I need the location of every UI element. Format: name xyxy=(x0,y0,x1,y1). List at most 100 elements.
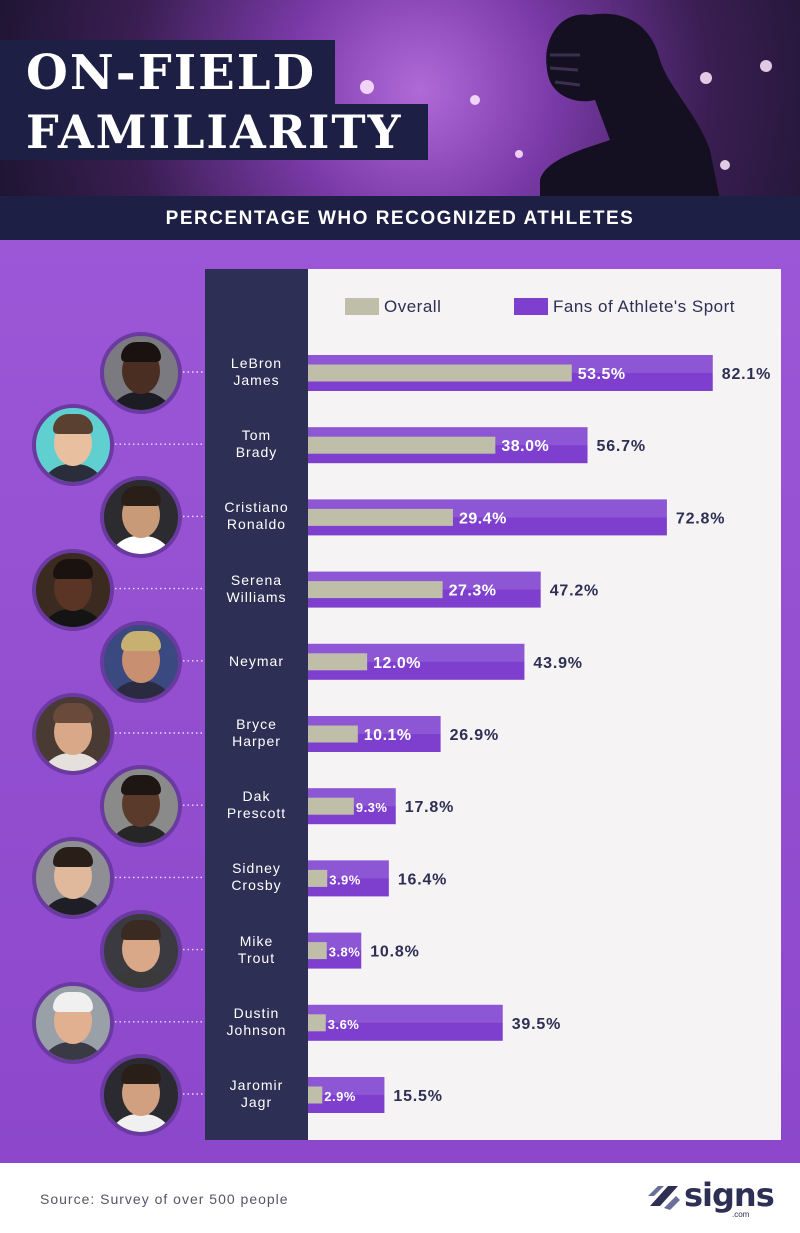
data-label-overall: 12.0% xyxy=(373,655,421,672)
legend-fans-swatch xyxy=(514,298,548,315)
athlete-name-label: Dak Prescott xyxy=(205,788,308,822)
bar-fans-highlight xyxy=(308,1004,503,1023)
athlete-name-last: Johnson xyxy=(226,1021,287,1038)
avatar-hair xyxy=(121,342,161,362)
stadium-light xyxy=(700,72,712,84)
data-label-fans: 39.5% xyxy=(512,1016,561,1033)
data-label-fans: 15.5% xyxy=(393,1088,442,1105)
legend-fans-label: Fans of Athlete's Sport xyxy=(553,297,736,316)
bar-overall xyxy=(308,653,368,671)
athlete-name-label: Bryce Harper xyxy=(205,716,308,750)
legend-overall-label: Overall xyxy=(384,297,442,316)
athlete-name-label: Cristiano Ronaldo xyxy=(205,499,308,533)
athlete-photo-tom-brady-icon xyxy=(32,404,114,487)
avatar-shirt xyxy=(40,1041,106,1060)
data-label-fans: 17.8% xyxy=(405,799,454,816)
bar-overall xyxy=(308,1086,323,1104)
athlete-name-last: Brady xyxy=(235,444,278,461)
athlete-name-first: Mike xyxy=(239,932,274,949)
data-label-fans: 72.8% xyxy=(676,510,725,527)
athlete-photo-cristiano-ronaldo-icon xyxy=(100,476,182,559)
data-label-overall: 9.3% xyxy=(356,800,388,815)
avatar-hair xyxy=(53,847,93,868)
data-label-fans: 43.9% xyxy=(533,655,582,672)
athlete-name-label: Tom Brady xyxy=(205,427,308,461)
athlete-photo-mike-trout-icon xyxy=(100,909,182,992)
data-label-fans: 82.1% xyxy=(722,366,771,383)
source-note: Source: Survey of over 500 people xyxy=(40,1191,289,1207)
athlete-photo-sidney-crosby-icon xyxy=(32,837,114,920)
bar-overall xyxy=(308,942,327,960)
data-label-overall: 53.5% xyxy=(578,366,626,383)
data-label-fans: 26.9% xyxy=(450,727,499,744)
avatar-shirt xyxy=(108,969,174,988)
stadium-light xyxy=(470,95,480,105)
athlete-name-first: Neymar xyxy=(228,652,284,669)
athlete-name-first: Jaromir xyxy=(229,1077,284,1093)
athlete-name-column xyxy=(205,269,308,1140)
avatar-hair xyxy=(53,991,93,1012)
athlete-photo-serena-williams-icon xyxy=(32,548,114,631)
bar-fans xyxy=(308,1004,503,1041)
page-title-line1: ON-FIELD xyxy=(0,40,335,104)
chart-subtitle: PERCENTAGE WHO RECOGNIZED ATHLETES xyxy=(0,196,800,240)
stadium-light xyxy=(515,150,523,158)
athlete-name-first: Dustin xyxy=(233,1004,280,1021)
bar-overall xyxy=(308,581,443,599)
bar-overall xyxy=(308,436,496,454)
athlete-name-first: Bryce xyxy=(236,716,277,732)
data-label-fans: 16.4% xyxy=(398,871,447,888)
athlete-name-label: LeBron James xyxy=(205,355,308,389)
avatar-hair xyxy=(53,558,93,579)
logo-wordmark: signs xyxy=(684,1176,775,1214)
data-label-fans: 10.8% xyxy=(370,944,419,961)
stadium-light xyxy=(360,80,374,94)
header-banner: ON-FIELD FAMILIARITY PERCENTAGE WHO RECO… xyxy=(0,0,800,240)
athlete-name-label: Mike Trout xyxy=(205,933,308,967)
data-label-overall: 3.6% xyxy=(328,1017,360,1032)
athlete-name-last: Jagr xyxy=(240,1094,273,1110)
athlete-photo-neymar-icon xyxy=(100,620,182,703)
athlete-name-first: Cristiano xyxy=(224,499,289,516)
avatar-shirt xyxy=(40,608,106,627)
avatar-shirt xyxy=(108,680,174,699)
data-label-overall: 38.0% xyxy=(501,438,549,455)
athlete-photo-jaromir-jagr-icon xyxy=(100,1054,182,1136)
page-title-line2: FAMILIARITY xyxy=(0,104,428,160)
avatar-shirt xyxy=(40,897,106,916)
logo-domain: .com xyxy=(732,1210,750,1219)
athlete-name-last: Ronaldo xyxy=(226,516,287,533)
signs-logo-mark-icon xyxy=(648,1186,680,1210)
athlete-name-label: Sidney Crosby xyxy=(205,860,308,894)
avatar-hair xyxy=(121,486,161,507)
athlete-name-first: LeBron xyxy=(230,355,283,371)
athlete-name-last: Crosby xyxy=(231,877,282,894)
athlete-name-last: James xyxy=(233,372,280,388)
athlete-name-first: Tom xyxy=(241,427,272,444)
bar-overall xyxy=(308,364,572,382)
data-label-overall: 3.8% xyxy=(329,945,361,960)
athlete-name-last: Prescott xyxy=(226,805,287,822)
athlete-name-first: Sidney xyxy=(232,860,281,877)
bar-overall xyxy=(308,1014,326,1032)
stadium-light xyxy=(720,160,730,170)
athlete-photo-bryce-harper-icon xyxy=(32,693,114,775)
data-label-overall: 10.1% xyxy=(364,727,412,744)
signs-logo[interactable]: signs .com xyxy=(646,1176,775,1219)
stadium-light xyxy=(760,60,772,72)
avatar-shirt xyxy=(108,536,174,555)
avatar-shirt xyxy=(108,1114,174,1132)
data-label-overall: 27.3% xyxy=(449,583,497,600)
avatar-hair xyxy=(53,703,93,723)
avatar-shirt xyxy=(40,464,106,483)
bar-fans-highlight xyxy=(308,1077,385,1095)
avatar-shirt xyxy=(108,825,174,844)
avatar-hair xyxy=(121,630,161,651)
data-label-overall: 3.9% xyxy=(329,872,361,887)
athlete-name-first: Dak xyxy=(242,788,271,805)
athlete-name-last: Harper xyxy=(232,733,281,749)
bar-overall xyxy=(308,725,358,743)
athlete-name-last: Williams xyxy=(226,588,287,605)
athlete-name-label: Jaromir Jagr xyxy=(205,1077,308,1111)
